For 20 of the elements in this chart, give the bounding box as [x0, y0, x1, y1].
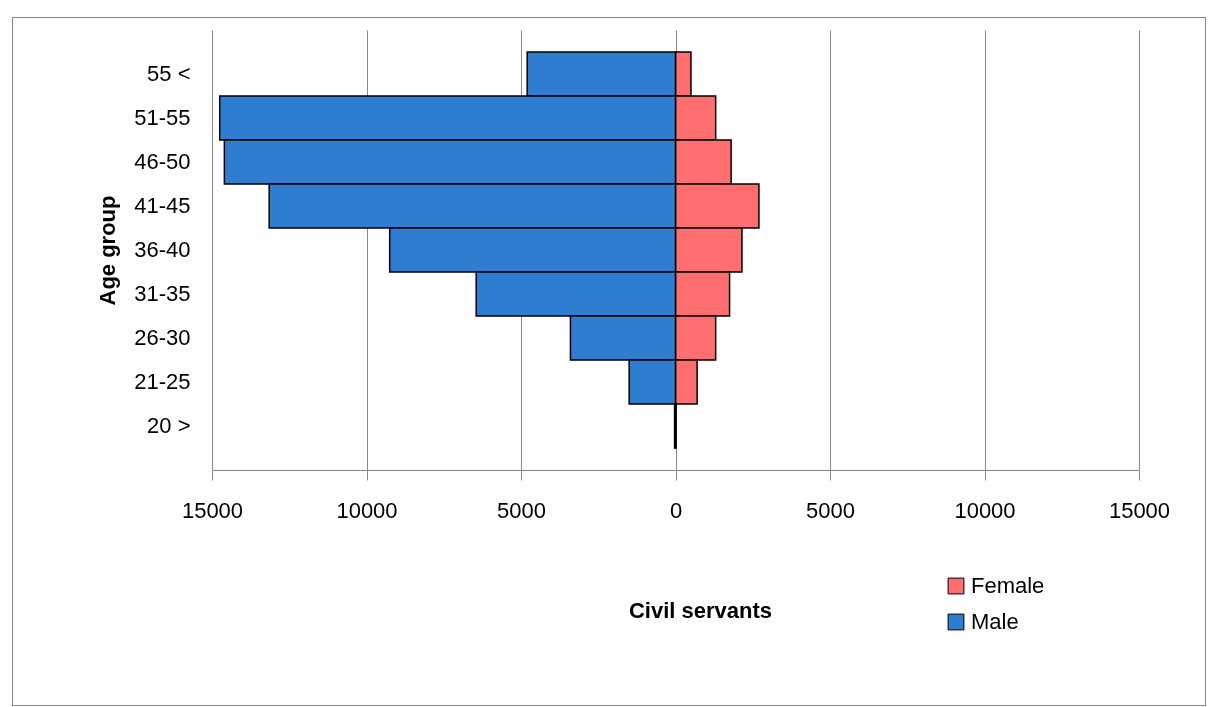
y-tick-label: 46-50: [134, 149, 191, 174]
y-axis-title: Age group: [95, 195, 121, 306]
y-tick-label: 26-30: [134, 325, 191, 350]
x-tick-label: 5000: [497, 497, 546, 523]
x-tick-label: 15000: [1108, 497, 1171, 523]
legend-label: Male: [971, 609, 1019, 634]
y-tick-label: 51-55: [134, 105, 191, 130]
x-tick-label: 10000: [954, 497, 1016, 523]
x-tick-label: 5000: [806, 497, 855, 523]
legend-label: Female: [971, 573, 1045, 598]
x-tick-label: 15000: [181, 497, 244, 523]
x-tick-label: 0: [669, 497, 683, 523]
y-tick-label: 31-35: [134, 281, 191, 306]
y-tick-label: 36-40: [134, 237, 191, 262]
y-tick-label: 55 <: [147, 61, 191, 86]
x-tick-label: 10000: [336, 497, 398, 523]
x-axis-title: Civil servants: [628, 597, 773, 623]
y-tick-label: 21-25: [134, 369, 191, 394]
y-tick-label: 20 >: [147, 413, 191, 438]
y-tick-label: 41-45: [134, 193, 191, 218]
